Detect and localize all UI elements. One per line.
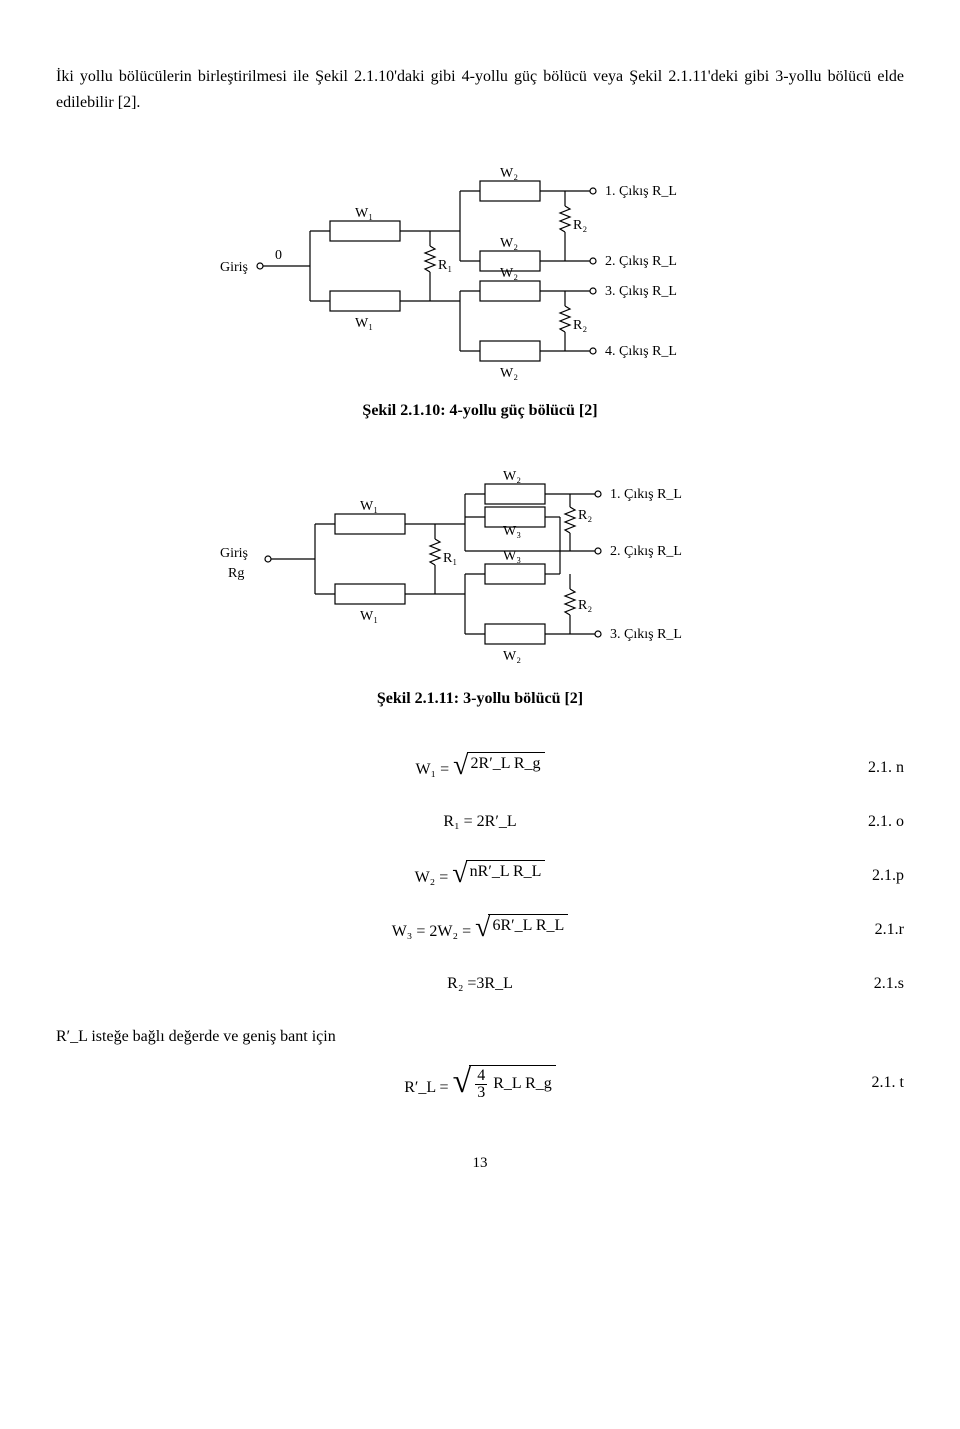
fig2-label-r2-b: R₂: [578, 598, 592, 613]
fig1-label-w1-bot: W₁: [355, 316, 373, 331]
eq-p-under: nR′_L R_L: [466, 860, 546, 881]
fig1-label-out4: 4. Çıkış R_L: [605, 344, 677, 359]
fig1-label-out2: 2. Çıkış R_L: [605, 254, 677, 269]
figure2-caption-num: Şekil 2.1.11:: [377, 690, 459, 707]
fig1-label-r2-bot: R₂: [573, 318, 587, 333]
figure1-caption: Şekil 2.1.10: 4-yollu güç bölücü [2]: [56, 398, 904, 424]
fig2-label-out2: 2. Çıkış R_L: [610, 544, 682, 559]
figure1-caption-text: 4-yollu güç bölücü [2]: [446, 402, 598, 419]
eq-o-body: R₁ = 2R′_L: [443, 809, 516, 835]
equation-o: R₁ = 2R′_L 2.1. o: [56, 802, 904, 842]
eq-t-frac-num: 4: [475, 1068, 487, 1084]
eq-t-rest: R_L R_g: [493, 1075, 552, 1092]
figure2-caption: Şekil 2.1.11: 3-yollu bölücü [2]: [56, 686, 904, 712]
equation-s: R₂ =3R_L 2.1.s: [56, 964, 904, 1004]
fig2-label-rg: Rg: [228, 566, 244, 581]
fig2-label-w1-bot: W₁: [360, 609, 378, 624]
eq-p-num: 2.1.p: [872, 863, 904, 889]
equation-n: W₁ = √2R′_L R_g 2.1. n: [56, 748, 904, 788]
eq-n-under: 2R′_L R_g: [467, 752, 545, 773]
fig1-label-r2-top: R₂: [573, 218, 587, 233]
eq-t-lhs: R′_L =: [404, 1079, 448, 1096]
fig1-label-w1-top: W₁: [355, 206, 373, 221]
equation-r: W₃ = 2W₂ = √6R′_L R_L 2.1.r: [56, 910, 904, 950]
eq-t-frac-den: 3: [475, 1084, 487, 1101]
figure2-caption-text: 3-yollu bölücü [2]: [459, 690, 583, 707]
fig2-label-r1: R₁: [443, 551, 457, 566]
eq-r-num: 2.1.r: [875, 917, 904, 943]
fig1-label-giris: Giriş: [220, 260, 248, 275]
fig2-label-w3-b: W₃: [503, 549, 521, 564]
eq-s-num: 2.1.s: [874, 971, 904, 997]
equation-t: R′_L = √ 4 3 R_L R_g 2.1. t: [56, 1063, 904, 1103]
note-text: R′_L isteğe bağlı değerde ve geniş bant …: [56, 1024, 904, 1050]
fig1-label-w2-a: W₂: [500, 166, 518, 181]
fig2-label-w2-a: W₂: [503, 469, 521, 484]
fig2-label-w1-top: W₁: [360, 499, 378, 514]
fig2-label-w2-b: W₂: [503, 649, 521, 664]
eq-r-lhs: W₃ = 2W₂ =: [392, 923, 471, 940]
eq-s-body: R₂ =3R_L: [447, 971, 513, 997]
intro-paragraph: İki yollu bölücülerin birleştirilmesi il…: [56, 64, 904, 115]
figure1-caption-num: Şekil 2.1.10:: [362, 402, 445, 419]
fig2-label-w3-a: W₃: [503, 524, 521, 539]
eq-t-num: 2.1. t: [872, 1070, 904, 1096]
fig1-label-out1: 1. Çıkış R_L: [605, 184, 677, 199]
figure-4way-divider: Giriş 0 W₁ W₁ R₁ W₂ W₂ W₂ W₂ R₂ R₂ 1. Çı…: [56, 151, 904, 390]
fig1-label-out3: 3. Çıkış R_L: [605, 284, 677, 299]
fig1-label-w2-b: W₂: [500, 236, 518, 251]
figure-3way-divider: Giriş Rg W₁ W₁ R₁ W₂ W₃ W₃ W₂ R₂ R₂ 1. Ç…: [56, 459, 904, 678]
eq-p-lhs: W₂ =: [415, 869, 449, 886]
eq-n-num: 2.1. n: [868, 755, 904, 781]
page-number: 13: [56, 1151, 904, 1175]
fig2-label-out3: 3. Çıkış R_L: [610, 627, 682, 642]
eq-n-lhs: W₁ =: [415, 761, 449, 778]
eq-o-num: 2.1. o: [868, 809, 904, 835]
fig1-label-w2-c: W₂: [500, 266, 518, 281]
eq-r-under: 6R′_L R_L: [488, 914, 568, 935]
fig2-label-r2-a: R₂: [578, 508, 592, 523]
fig2-label-giris: Giriş: [220, 546, 248, 561]
fig1-label-zero: 0: [275, 248, 282, 263]
equation-p: W₂ = √nR′_L R_L 2.1.p: [56, 856, 904, 896]
fig1-label-w2-d: W₂: [500, 366, 518, 381]
fig2-label-out1: 1. Çıkış R_L: [610, 487, 682, 502]
fig1-label-r1: R₁: [438, 258, 452, 273]
